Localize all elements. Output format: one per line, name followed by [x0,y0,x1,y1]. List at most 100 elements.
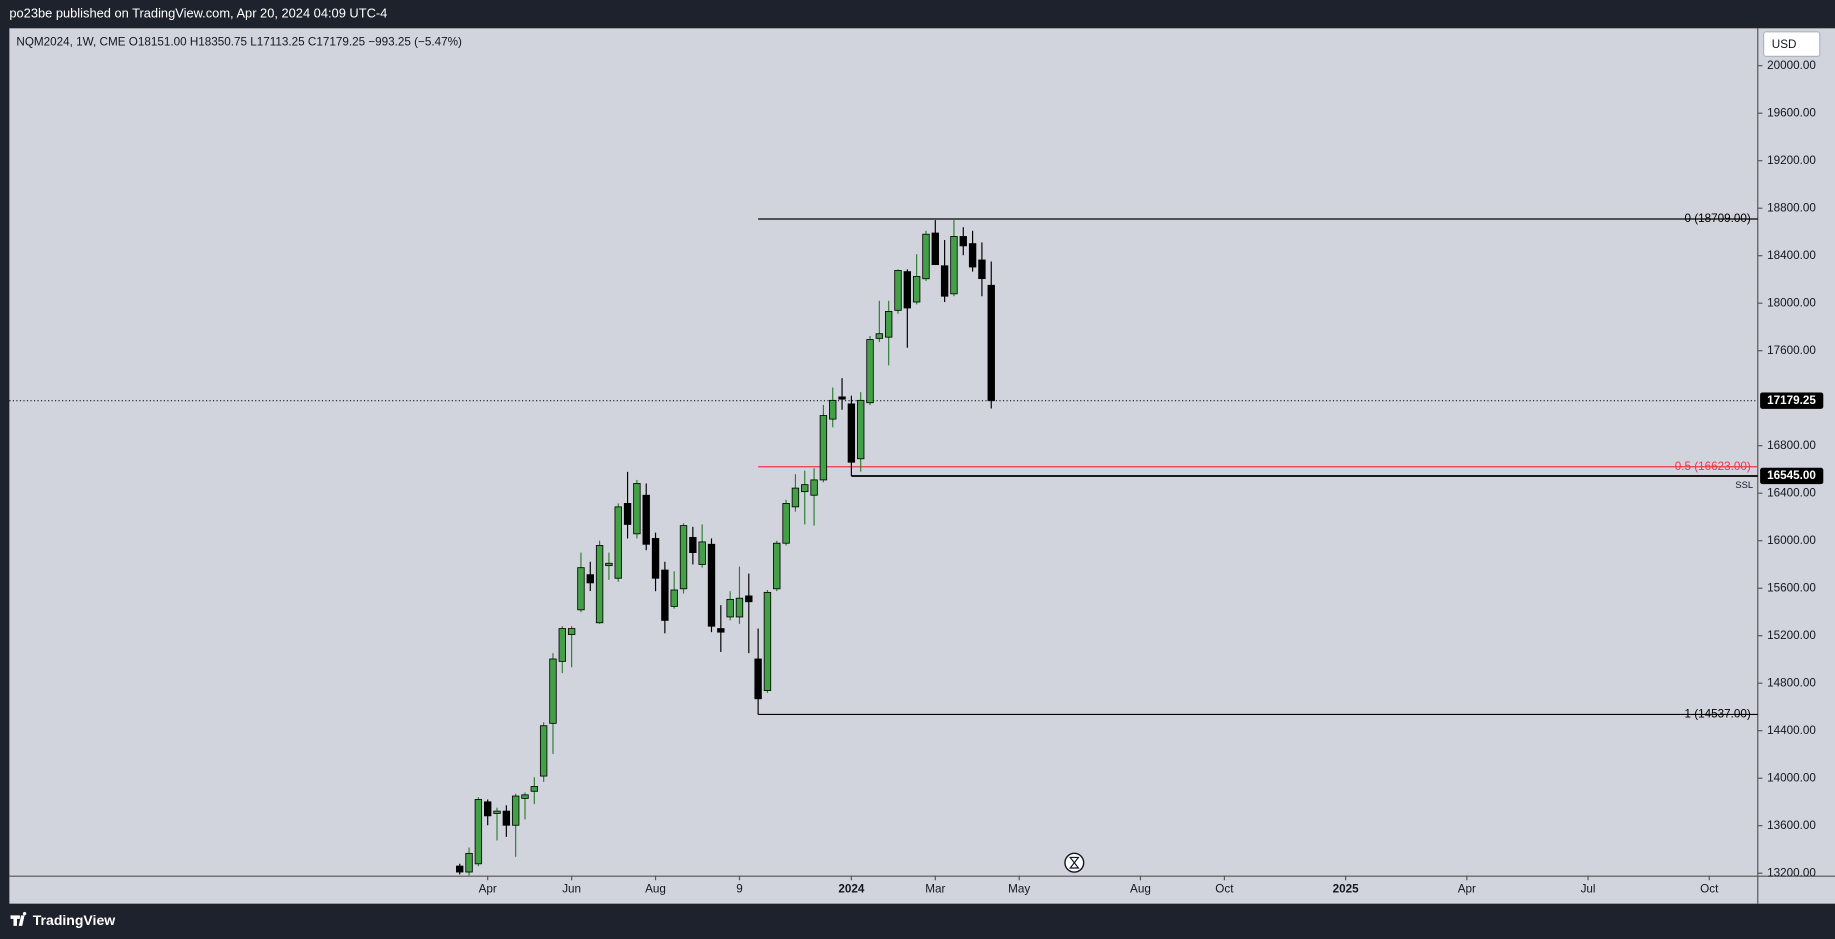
symbol-header: NQM2024, 1W, CME O18151.00 H18350.75 L17… [16,35,462,48]
candle-body [539,725,548,777]
candle-body [567,628,576,635]
candle-body [679,525,688,590]
candle-body [763,591,772,691]
y-tick-label: 14000.00 [1767,771,1816,784]
candle-body [670,589,678,607]
ssl-label: SSL [1735,480,1753,490]
candle-body [903,271,912,309]
candle-body [707,543,716,627]
replay-icon[interactable] [1064,852,1085,873]
x-tick-label: May [1008,883,1030,896]
candle-body [987,284,995,402]
candle-body [884,310,893,338]
candle-body [549,658,557,724]
candle-body [511,795,520,826]
candle-body [642,494,650,545]
x-tick-label: 2024 [838,883,865,896]
y-tick-label: 19600.00 [1767,106,1816,119]
y-tick-label: 13200.00 [1767,866,1816,879]
x-tick-label: Oct [1215,883,1234,896]
candle-body [857,399,865,460]
candle-body [605,562,613,567]
y-tick-label: 16400.00 [1767,486,1816,499]
y-tick-label: 18400.00 [1767,249,1816,262]
candle-body [847,403,856,463]
y-tick-label: 16800.00 [1767,439,1816,452]
candle-body [819,415,828,481]
y-tick-label: 19200.00 [1767,154,1816,167]
y-tick-label: 18800.00 [1767,201,1816,214]
candle-body [912,275,921,303]
candle-body [651,538,660,579]
y-tick-label: 15600.00 [1767,581,1816,594]
candle-body [810,479,818,496]
candle-body [801,484,809,493]
candle-body [595,545,604,624]
fib-label: 1 (14537.00) [1684,708,1750,721]
candle-body [577,567,585,611]
candle-body [633,483,641,535]
y-tick-label: 14800.00 [1767,676,1816,689]
candle-body [978,259,986,280]
candle-body [530,786,539,792]
candle-body [959,236,967,247]
y-tick-label: 13600.00 [1767,819,1816,832]
candle-body [922,233,930,280]
y-tick-label: 18000.00 [1767,296,1816,309]
fib-label: 0 (18709.00) [1684,212,1750,225]
candle-body [726,598,734,618]
price-label: 17179.25 [1767,394,1816,407]
y-tick-label: 16000.00 [1767,534,1816,547]
price-label: 16545.00 [1767,469,1816,482]
publish-info: po23be published on TradingView.com, Apr… [9,6,387,21]
footer-brand: TradingView [33,912,115,928]
candle-body [502,810,511,826]
x-tick-label: Apr [1458,883,1476,896]
currency-button[interactable] [1763,31,1821,57]
candle-body [474,799,483,865]
x-tick-label: Apr [479,883,497,896]
candle-body [698,541,706,565]
candle-body [773,542,781,590]
candle-body [735,597,744,618]
x-tick-label: Jul [1581,883,1596,896]
candle-body [791,487,800,508]
candle-body [661,569,669,621]
candle-body [456,865,464,873]
y-tick-label: 20000.00 [1767,59,1816,72]
fib-label: 0.5 (16623.00) [1675,460,1751,473]
candle-body [968,243,977,268]
candle-body [782,503,790,544]
candle-body [931,232,939,266]
candle-body [829,399,837,420]
x-tick-label: Aug [1130,883,1151,896]
candle-body [754,658,762,700]
candle-body [614,506,622,579]
x-tick-label: 2025 [1333,883,1360,896]
candle-body [689,536,697,553]
candle-body [838,396,846,400]
candle-body [484,801,492,817]
x-tick-label: 9 [736,883,743,896]
x-tick-label: Oct [1700,883,1719,896]
candle-body [493,810,501,814]
candle-body [875,333,884,339]
y-tick-label: 17600.00 [1767,344,1816,357]
x-tick-label: Jun [562,883,581,896]
candle-body [558,628,566,662]
price-label-box [1760,467,1824,485]
candle-body [940,265,949,297]
currency-label[interactable]: USD [1772,38,1797,51]
y-tick-label: 14400.00 [1767,724,1816,737]
y-tick-label: 15200.00 [1767,629,1816,642]
candle-body [465,852,473,873]
price-label-box [1760,392,1824,409]
plot: 13200.00 13600.00 14000.00 14400.00 14800.00… [9,59,1824,896]
candle-body [894,270,902,311]
candle-body [521,794,529,799]
candle-body [866,339,874,404]
candle-body [586,574,594,584]
x-tick-label: Aug [645,883,666,896]
candle-body [623,503,632,525]
